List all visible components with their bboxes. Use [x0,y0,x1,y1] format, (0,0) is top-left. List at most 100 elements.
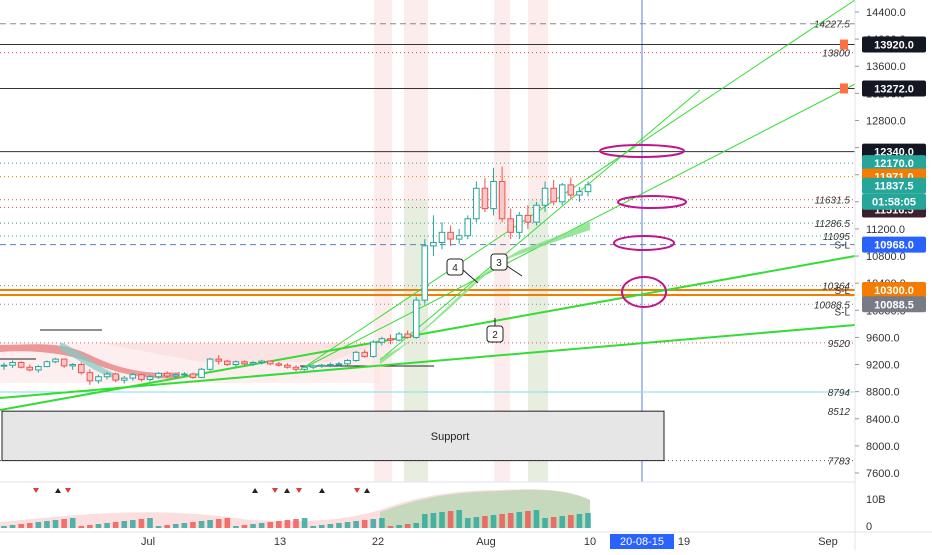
candle-body[interactable] [464,218,472,237]
candle-body[interactable] [498,180,506,220]
candle-body[interactable] [155,372,162,378]
candle-body[interactable] [163,372,171,377]
candle-body[interactable] [558,184,566,203]
candle-body[interactable] [198,368,205,378]
candle-body[interactable] [189,373,197,378]
candle-body[interactable] [335,363,343,366]
candle-body[interactable] [370,341,377,357]
candle-body[interactable] [567,184,575,196]
volume-bar [130,520,136,528]
trendline-mid[interactable] [299,83,856,371]
price-tag[interactable] [862,296,926,313]
highlight-ellipse[interactable] [599,144,685,158]
candle-body[interactable] [258,360,265,363]
candle-body[interactable] [318,364,326,367]
trendline-steep[interactable] [299,0,856,371]
candle-body[interactable] [9,361,16,366]
price-tag[interactable] [862,177,926,194]
candle-body[interactable] [172,374,180,377]
candle-body[interactable] [95,376,102,382]
candle-body[interactable] [26,366,34,371]
candle-body[interactable] [275,363,283,366]
candle-body[interactable] [455,235,463,240]
candle-body[interactable] [473,187,480,220]
candle-body[interactable] [550,187,557,203]
price-level-label: 11095 [823,232,851,243]
candle-body[interactable] [507,218,514,233]
candle-body[interactable] [78,364,85,374]
price-tag[interactable] [862,80,926,97]
candle-body[interactable] [541,187,549,206]
candle-body[interactable] [35,366,42,371]
candle-body[interactable] [387,338,394,341]
candle-body[interactable] [301,366,308,370]
candle-body[interactable] [181,373,188,376]
candle-body[interactable] [249,361,257,365]
price-tick-label: 14400.0 [866,7,906,19]
candle-body[interactable] [206,358,214,370]
candle-body[interactable] [266,360,274,365]
price-level-label: 9520 [828,339,851,350]
candle-body[interactable] [430,242,437,247]
candle-body[interactable] [52,358,59,363]
price-tick-label: 8400.0 [866,414,900,426]
highlight-ellipse[interactable] [613,235,675,251]
candle-body[interactable] [447,231,454,240]
candle-body[interactable] [524,214,532,223]
highlight-ellipse[interactable] [621,276,667,308]
volume-bar [456,510,462,528]
candle-body[interactable] [146,376,154,380]
candle-body[interactable] [404,333,411,338]
candle-body[interactable] [533,204,540,223]
candle-body[interactable] [284,364,291,368]
candle-body[interactable] [352,351,360,361]
candle-body[interactable] [395,333,403,341]
price-tag[interactable] [862,236,926,253]
candle-body[interactable] [60,358,68,367]
candle-body[interactable] [309,365,317,368]
candle-body[interactable] [69,364,76,367]
candle-body[interactable] [327,364,334,367]
candle-body[interactable] [584,184,592,193]
candle-body[interactable] [378,338,386,343]
signal-marker [354,488,360,493]
trendline-base[interactable] [0,324,856,399]
price-tag[interactable] [862,155,926,172]
candle-body[interactable] [576,191,583,196]
candle-body[interactable] [232,361,240,366]
volume-bar [138,519,145,528]
candle-body[interactable] [241,361,248,365]
candle-body[interactable] [86,372,94,382]
price-tag[interactable] [862,36,926,53]
candle-body[interactable] [412,299,420,338]
candle-body[interactable] [421,245,429,301]
candle-body[interactable] [224,360,231,366]
candle-body[interactable] [138,374,145,380]
candle-body[interactable] [120,377,128,381]
volume-bar [370,519,377,528]
candle-body[interactable] [17,361,25,368]
candle-body[interactable] [481,187,489,210]
candle-body[interactable] [103,373,111,378]
candle-body[interactable] [516,214,523,233]
candle-body[interactable] [292,366,300,370]
trendline-lower[interactable] [0,255,856,411]
volume-bar [525,511,531,528]
highlight-ellipse[interactable] [617,195,687,209]
candle-body[interactable] [361,351,368,357]
candle-body[interactable] [438,231,446,244]
candle-body[interactable] [344,359,351,365]
support-zone-box[interactable] [1,410,665,462]
price-tag[interactable] [862,281,926,298]
candle-body[interactable] [43,361,51,368]
volume-bar [318,525,325,528]
trendline-fan[interactable] [379,89,701,361]
candle-body[interactable] [0,364,8,367]
candle-body[interactable] [215,358,222,362]
candle-body[interactable] [129,374,137,379]
candle-body[interactable] [112,373,119,381]
price-tick-label: 9200.0 [866,360,900,372]
candle-body[interactable] [490,180,497,210]
price-level-label: 13800 [822,49,850,60]
